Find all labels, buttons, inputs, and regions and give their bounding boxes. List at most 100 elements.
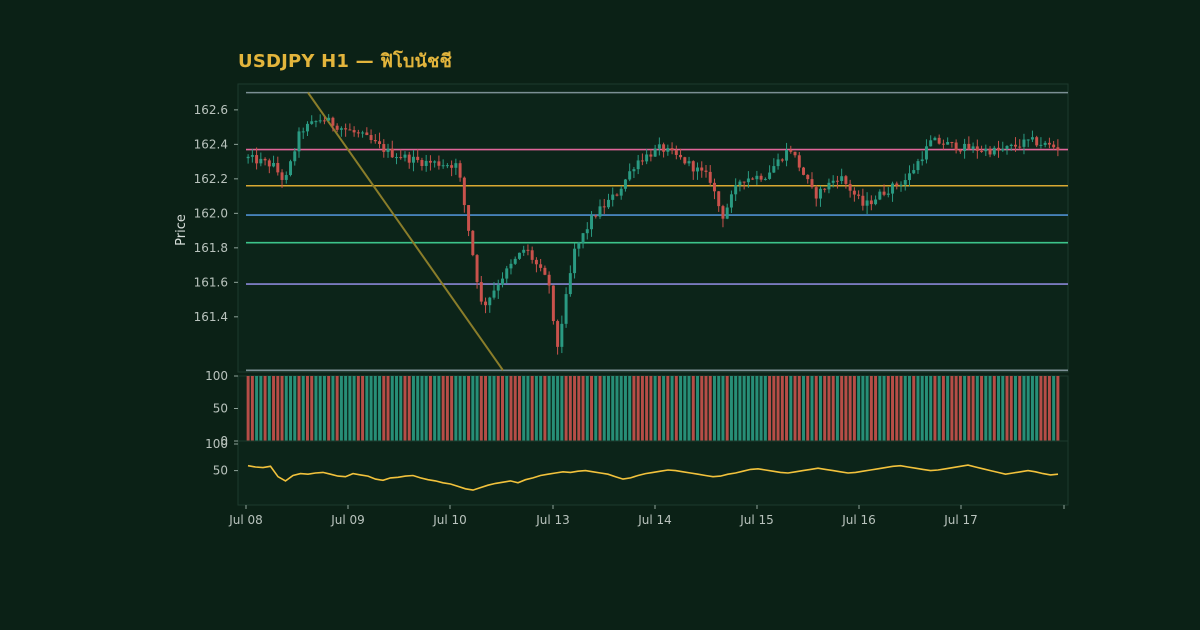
candle-body: [636, 160, 640, 170]
candle-body: [734, 185, 738, 195]
candle-body: [700, 167, 704, 171]
candle-body: [662, 144, 666, 152]
osc1-y-tick-label: 50: [213, 402, 228, 416]
candle-body: [768, 172, 772, 179]
oscillator-1-bar: [517, 376, 521, 441]
oscillator-1-bar: [823, 376, 827, 441]
candle-body: [568, 273, 572, 295]
candle-body: [467, 205, 471, 231]
candle-body: [250, 155, 254, 157]
oscillator-1-bar: [662, 376, 666, 441]
candle-body: [289, 161, 292, 176]
candle-body: [984, 148, 988, 152]
candle-body: [674, 150, 678, 155]
candle-body: [679, 154, 683, 158]
oscillator-1-bar: [721, 376, 725, 441]
oscillator-1-bar: [259, 376, 263, 441]
candle-body: [789, 149, 793, 152]
candle-body: [280, 172, 284, 180]
candle-body: [632, 169, 636, 172]
candle-body: [988, 148, 992, 155]
oscillator-1-bar: [632, 376, 636, 441]
oscillator-1-bar: [649, 376, 653, 441]
oscillator-1-bar: [255, 376, 259, 441]
x-axis: Jul 08 Jul 09 Jul 10 Jul 13 Jul 14 Jul 15 Jul …: [228, 505, 1065, 527]
candle-body: [869, 200, 873, 205]
candle-body: [835, 180, 839, 182]
candle-body: [827, 182, 831, 190]
oscillator-1-bar: [1014, 376, 1017, 441]
candle-body: [814, 187, 818, 199]
oscillator-1-bar: [776, 376, 780, 441]
candle-body: [696, 167, 699, 172]
oscillator-1-bar: [577, 376, 581, 441]
oscillator-1-bar: [700, 376, 704, 441]
candle-body: [602, 206, 606, 208]
oscillator-1-bar: [484, 376, 488, 441]
candle-body: [670, 148, 674, 151]
candle-body: [712, 182, 716, 192]
oscillator-1-bar: [988, 376, 992, 441]
oscillator-1-bar: [369, 376, 373, 441]
candle-body: [407, 154, 411, 163]
candle-body: [255, 155, 259, 164]
oscillator-1-bar: [598, 376, 602, 441]
candle-body: [763, 178, 767, 180]
candle-body: [899, 184, 903, 186]
candle-body: [852, 190, 856, 195]
oscillator-1-bar: [327, 376, 331, 441]
oscillator-1-bar: [674, 376, 678, 441]
candle-body: [433, 161, 437, 163]
candle-body: [831, 180, 835, 183]
candle-body: [920, 159, 924, 162]
oscillator-1-bar: [339, 376, 343, 441]
oscillator-1-bar: [1001, 376, 1005, 441]
oscillator-1-bar: [602, 376, 606, 441]
x-tick-label: Jul 15: [739, 513, 774, 527]
y-tick-label: 162.2: [194, 172, 228, 186]
candle-body: [1009, 144, 1013, 147]
candle-body: [954, 142, 958, 151]
candle-body: [903, 180, 907, 185]
oscillator-1-bar: [488, 376, 492, 441]
candle-body: [492, 290, 496, 298]
candle-body: [297, 131, 301, 152]
oscillator-2-frame: [237, 440, 1069, 506]
candle-body: [437, 161, 441, 166]
oscillator-1-bar: [679, 376, 683, 441]
oscillator-1-bar: [403, 376, 407, 441]
oscillator-1-bar: [891, 376, 895, 441]
candle-body: [428, 160, 432, 163]
oscillator-1-bar: [395, 376, 398, 441]
candle-body: [365, 132, 369, 136]
candle-body: [246, 156, 250, 159]
candle-body: [420, 160, 424, 166]
candle-body: [874, 199, 878, 205]
oscillator-1-bar: [1047, 376, 1051, 441]
oscillator-1-bar: [729, 376, 733, 441]
candle-body: [967, 143, 971, 150]
candle-body: [272, 162, 276, 167]
oscillator-1-bar: [462, 376, 466, 441]
oscillator-1-bar: [916, 376, 920, 441]
candle-body: [997, 147, 1001, 151]
candle-body: [399, 157, 403, 159]
oscillator-1-bar: [390, 376, 394, 441]
candle-body: [386, 148, 390, 152]
candle-body: [284, 175, 288, 180]
candle-body: [564, 294, 568, 324]
candle-body: [818, 188, 822, 199]
oscillator-1-bar: [534, 376, 538, 441]
oscillator-1-bar: [267, 376, 271, 441]
candle-body: [882, 191, 886, 195]
oscillator-1-bar: [492, 376, 496, 441]
candle-body: [1035, 137, 1039, 146]
oscillator-1-bar: [530, 376, 534, 441]
candle-body: [729, 194, 733, 208]
oscillator-1-bar: [772, 376, 776, 441]
candle-body: [615, 194, 619, 196]
x-tick-label: Jul 10: [432, 513, 467, 527]
candle-body: [958, 150, 962, 152]
oscillator-1-bar: [920, 376, 924, 441]
oscillator-1-bar: [1056, 376, 1060, 441]
